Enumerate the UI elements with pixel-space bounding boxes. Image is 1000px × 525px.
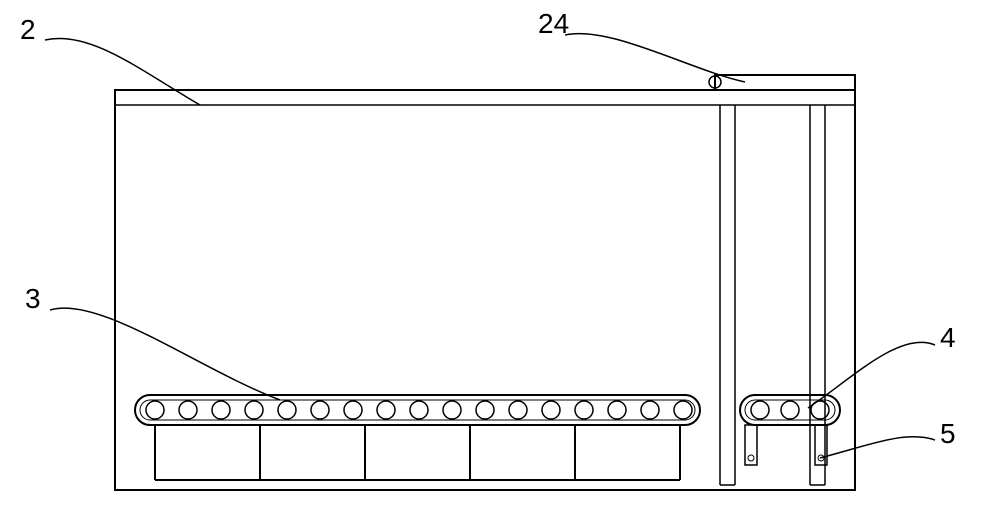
leader-24: [565, 34, 745, 82]
label-3: 3: [25, 283, 41, 315]
diagram-container: 2 24 3 4 5: [0, 0, 1000, 525]
leader-2: [45, 38, 200, 105]
top-cover: [715, 75, 855, 90]
leader-4: [808, 342, 935, 408]
label-2: 2: [20, 14, 36, 46]
label-4: 4: [940, 322, 956, 354]
leader-3: [50, 308, 280, 400]
technical-drawing: [0, 0, 1000, 525]
main-enclosure: [115, 90, 855, 490]
leader-5: [820, 437, 935, 458]
label-5: 5: [940, 418, 956, 450]
conveyor-long: [135, 395, 700, 480]
label-24: 24: [538, 8, 569, 40]
